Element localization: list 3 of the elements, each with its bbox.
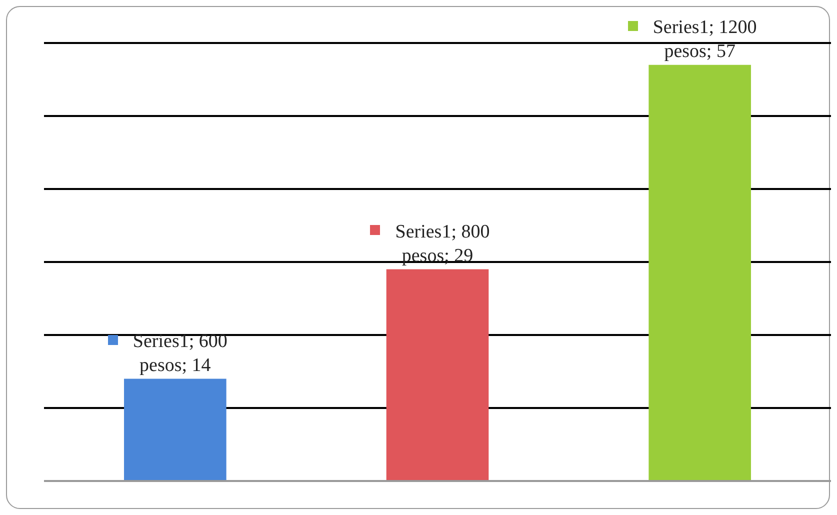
- data-label: Series1; 600 pesos; 14: [132, 330, 228, 376]
- data-label: Series1; 1200 pesos; 57: [652, 16, 757, 62]
- data-label: Series1; 800 pesos; 29: [395, 221, 490, 266]
